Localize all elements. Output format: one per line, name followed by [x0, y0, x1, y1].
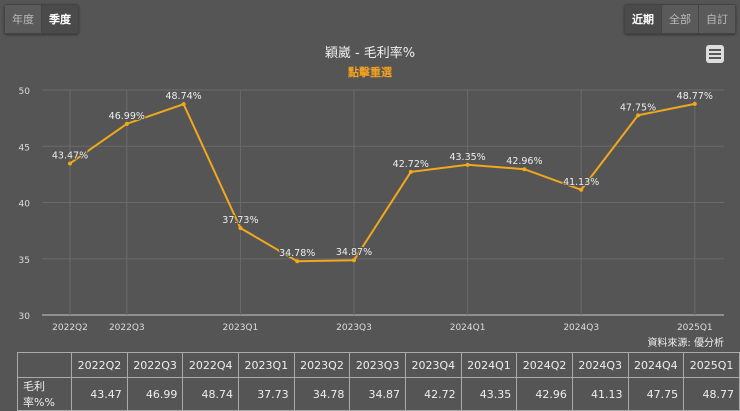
table-cell: 46.99	[126, 377, 184, 411]
table-header-cell: 2022Q4	[182, 352, 240, 378]
table-corner	[16, 352, 73, 378]
table-cell: 42.72	[404, 377, 462, 411]
data-point[interactable]	[352, 258, 356, 263]
data-source: 資料來源: 優分析	[647, 338, 724, 349]
table-cell: 41.13	[571, 377, 629, 411]
x-tick-label: 2024Q3	[563, 323, 599, 333]
table-cell: 48.74	[182, 377, 240, 411]
range-button-1[interactable]: 全部	[662, 5, 699, 33]
data-label: 48.74%	[165, 91, 201, 102]
x-tick-label: 2025Q1	[677, 323, 713, 333]
data-label: 43.47%	[52, 150, 88, 161]
table-cell: 37.73	[238, 377, 295, 411]
data-point[interactable]	[692, 101, 697, 106]
table-header-cell: 2024Q1	[460, 352, 518, 378]
data-label: 46.99%	[109, 111, 145, 122]
series-line	[69, 102, 695, 263]
x-tick-label: 2022Q2	[52, 323, 88, 333]
table-header-cell: 2024Q4	[627, 352, 685, 378]
x-tick-label: 2023Q1	[223, 323, 259, 333]
table-cell: 43.35	[460, 377, 518, 411]
data-point[interactable]	[465, 162, 470, 167]
data-point[interactable]	[295, 259, 300, 264]
table-header-cell: 2022Q3	[126, 352, 184, 378]
range-button-0[interactable]: 近期	[625, 5, 662, 33]
data-label: 34.78%	[279, 248, 315, 259]
data-point[interactable]	[238, 226, 243, 231]
table-cell: 47.75	[627, 377, 685, 411]
period-button-0[interactable]: 年度	[5, 5, 42, 33]
range-button-2[interactable]: 自訂	[699, 5, 735, 33]
chart-title: 穎崴 - 毛利率%	[324, 46, 416, 61]
x-tick-label: 2022Q3	[109, 323, 145, 333]
table-cell: 48.77	[683, 377, 740, 411]
data-point[interactable]	[636, 113, 640, 118]
table-header-cell: 2022Q2	[71, 352, 128, 378]
data-label: 43.35%	[449, 152, 485, 163]
data-point[interactable]	[522, 167, 527, 172]
data-point[interactable]	[181, 102, 186, 107]
data-label: 41.13%	[563, 177, 599, 188]
x-tick-label: 2024Q1	[450, 323, 486, 333]
y-tick-label: 35	[19, 256, 30, 266]
data-label: 42.72%	[393, 159, 429, 170]
data-point[interactable]	[579, 187, 584, 192]
table-header-row: 2022Q2 2022Q3 2022Q4 2023Q1 2023Q2 2023Q3 2023…	[16, 352, 740, 378]
reselect-link[interactable]: 點擊重選	[348, 66, 392, 79]
table-header-cell: 2024Q2	[516, 352, 573, 378]
y-tick-label: 45	[19, 143, 30, 153]
table-header-cell: 2023Q3	[349, 352, 406, 378]
data-label: 37.73%	[222, 215, 258, 226]
table-cell: 34.87	[349, 377, 406, 411]
table-header-cell: 2023Q4	[404, 352, 462, 378]
table-row-label: 毛利率%%	[16, 377, 73, 411]
x-tick-label: 2023Q3	[336, 323, 372, 333]
data-label: 47.75%	[620, 102, 656, 113]
table-header-cell: 2023Q2	[293, 352, 351, 378]
range-toggle: 近期 全部 自訂	[624, 4, 736, 34]
hamburger-menu-icon[interactable]	[706, 45, 724, 63]
period-toggle: 年度 季度	[4, 4, 79, 34]
y-tick-label: 50	[19, 87, 31, 97]
data-point[interactable]	[408, 169, 413, 174]
table-cell: 34.78	[293, 377, 351, 411]
data-label: 34.87%	[336, 247, 372, 258]
table-cell: 43.47	[71, 377, 128, 411]
data-label: 48.77%	[677, 91, 713, 102]
table-row: 毛利率%% 43.47 46.99 48.74 37.73 34.78 34.87 42.72…	[16, 377, 740, 411]
data-point[interactable]	[124, 121, 129, 126]
data-point[interactable]	[68, 161, 72, 166]
table-header-cell: 2023Q1	[238, 352, 295, 378]
table-header-cell: 2024Q3	[571, 352, 629, 378]
table-header-cell: 2025Q1	[683, 352, 740, 378]
table-cell: 42.96	[516, 377, 573, 411]
data-table: 2022Q2 2022Q3 2022Q4 2023Q1 2023Q2 2023Q3 2023…	[16, 352, 740, 411]
data-label: 42.96%	[506, 156, 542, 167]
period-button-1[interactable]: 季度	[42, 5, 78, 33]
y-tick-label: 30	[19, 312, 31, 322]
line-chart: 30 35 40 45 50 2022Q2 2022Q3 2023Q1 2023Q3 2024Q1…	[19, 87, 724, 333]
y-tick-label: 40	[19, 200, 31, 210]
